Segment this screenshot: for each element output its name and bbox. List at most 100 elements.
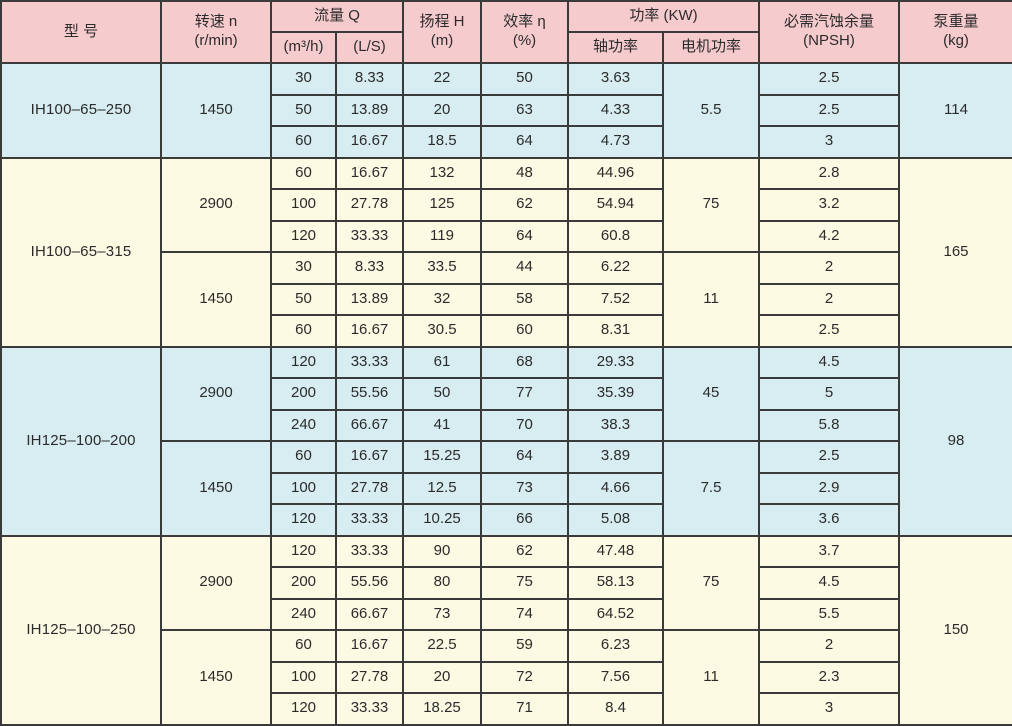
header-row-1: 型 号 转速 n (r/min) 流量 Q 扬程 H (m) 效率 η (%) …: [0, 0, 1012, 64]
cell-shaft-power: 29.33: [567, 345, 664, 379]
cell-npsh: 2.5: [758, 440, 901, 474]
cell-head: 33.5: [402, 251, 482, 285]
cell-shaft-power: 3.89: [567, 440, 664, 474]
header-flow-ls: (L/S): [335, 31, 404, 64]
cell-npsh: 4.5: [758, 345, 901, 379]
cell-flow-m3h: 50: [270, 93, 337, 127]
cell-flow-ls: 33.33: [335, 219, 404, 253]
cell-shaft-power: 7.52: [567, 282, 664, 316]
table-row: 100 27.78 20 72 7.56 2.3: [1, 660, 1012, 694]
cell-head: 73: [402, 597, 482, 631]
header-efficiency: 效率 η (%): [480, 0, 569, 64]
cell-flow-m3h: 100: [270, 660, 337, 694]
header-speed-label: 转速 n: [194, 13, 238, 31]
cell-speed: 1450: [160, 629, 272, 726]
cell-motor-power: 11: [661, 251, 761, 348]
cell-weight: 114: [898, 62, 1012, 159]
cell-flow-ls: 16.67: [335, 125, 404, 159]
cell-flow-ls: 33.33: [335, 345, 404, 379]
cell-motor-power: 75: [661, 534, 761, 631]
cell-flow-ls: 55.56: [335, 377, 404, 411]
cell-flow-m3h: 30: [270, 251, 337, 285]
header-efficiency-unit: (%): [512, 32, 537, 49]
header-head-unit: (m): [430, 32, 454, 49]
cell-head: 90: [402, 534, 482, 568]
cell-flow-ls: 33.33: [335, 692, 404, 726]
cell-flow-ls: 33.33: [335, 534, 404, 568]
cell-npsh: 4.5: [758, 566, 901, 600]
cell-npsh: 3: [758, 692, 901, 726]
table-row: 100 27.78 125 62 54.94 3.2: [1, 188, 1012, 222]
cell-flow-ls: 66.67: [335, 408, 404, 442]
cell-head: 18.5: [402, 125, 482, 159]
header-speed-unit: (r/min): [194, 32, 238, 49]
cell-head: 22.5: [402, 629, 482, 663]
cell-efficiency: 73: [480, 471, 569, 505]
cell-shaft-power: 54.94: [567, 188, 664, 222]
cell-shaft-power: 35.39: [567, 377, 664, 411]
table-row: 240 66.67 41 70 38.3 5.8: [1, 408, 1012, 442]
cell-efficiency: 77: [480, 377, 569, 411]
header-npsh-unit: (NPSH): [803, 32, 855, 49]
cell-npsh: 5.8: [758, 408, 901, 442]
header-weight: 泵重量 (kg): [898, 0, 1012, 64]
cell-efficiency: 75: [480, 566, 569, 600]
cell-efficiency: 62: [480, 534, 569, 568]
cell-head: 20: [402, 93, 482, 127]
cell-flow-ls: 27.78: [335, 471, 404, 505]
cell-head: 80: [402, 566, 482, 600]
cell-speed: 1450: [160, 62, 272, 159]
cell-flow-m3h: 120: [270, 534, 337, 568]
cell-shaft-power: 4.73: [567, 125, 664, 159]
cell-npsh: 2: [758, 629, 901, 663]
cell-weight: 98: [898, 345, 1012, 537]
cell-flow-ls: 33.33: [335, 503, 404, 537]
table-row: 120 33.33 119 64 60.8 4.2: [1, 219, 1012, 253]
cell-head: 15.25: [402, 440, 482, 474]
cell-speed: 1450: [160, 251, 272, 348]
cell-shaft-power: 6.23: [567, 629, 664, 663]
header-motor-power: 电机功率: [661, 31, 761, 64]
header-npsh-label: 必需汽蚀余量: [784, 13, 875, 31]
header-weight-unit: (kg): [943, 32, 969, 49]
cell-head: 41: [402, 408, 482, 442]
cell-flow-m3h: 60: [270, 629, 337, 663]
cell-npsh: 2.5: [758, 314, 901, 348]
table-row: IH125–100–200 2900 120 33.33 61 68 29.33 45 4.5 9…: [0, 345, 1012, 537]
cell-head: 61: [402, 345, 482, 379]
cell-flow-m3h: 200: [270, 566, 337, 600]
cell-efficiency: 64: [480, 219, 569, 253]
cell-flow-ls: 16.67: [335, 314, 404, 348]
cell-shaft-power: 7.56: [567, 660, 664, 694]
cell-npsh: 3.7: [758, 534, 901, 568]
header-head: 扬程 H (m): [402, 0, 482, 64]
cell-model: IH125–100–250: [0, 534, 162, 726]
cell-efficiency: 44: [480, 251, 569, 285]
cell-flow-m3h: 30: [270, 62, 337, 96]
cell-head: 10.25: [402, 503, 482, 537]
table-row: 120 33.33 10.25 66 5.08 3.6: [1, 503, 1012, 537]
cell-flow-ls: 27.78: [335, 660, 404, 694]
cell-head: 22: [402, 62, 482, 96]
cell-flow-ls: 13.89: [335, 282, 404, 316]
header-flow: 流量 Q: [270, 0, 404, 33]
cell-npsh: 4.2: [758, 219, 901, 253]
header-weight-label: 泵重量: [933, 13, 979, 31]
cell-weight: 150: [898, 534, 1012, 726]
cell-model: IH100–65–315: [0, 156, 162, 348]
cell-efficiency: 48: [480, 156, 569, 190]
cell-npsh: 5: [758, 377, 901, 411]
cell-flow-m3h: 60: [270, 314, 337, 348]
cell-flow-ls: 16.67: [335, 156, 404, 190]
cell-efficiency: 63: [480, 93, 569, 127]
cell-shaft-power: 64.52: [567, 597, 664, 631]
table-row: IH100–65–250 1450 30 8.33 22 50 3.63 5.5 2.5 114: [0, 62, 1012, 159]
cell-shaft-power: 38.3: [567, 408, 664, 442]
header-model: 型 号: [0, 0, 162, 64]
cell-flow-m3h: 240: [270, 597, 337, 631]
table-row: 1450 60 16.67 15.25 64 3.89 7.5 2.5: [1, 440, 1012, 537]
cell-efficiency: 74: [480, 597, 569, 631]
cell-motor-power: 5.5: [661, 62, 761, 159]
header-npsh: 必需汽蚀余量 (NPSH): [758, 0, 901, 64]
cell-head: 30.5: [402, 314, 482, 348]
